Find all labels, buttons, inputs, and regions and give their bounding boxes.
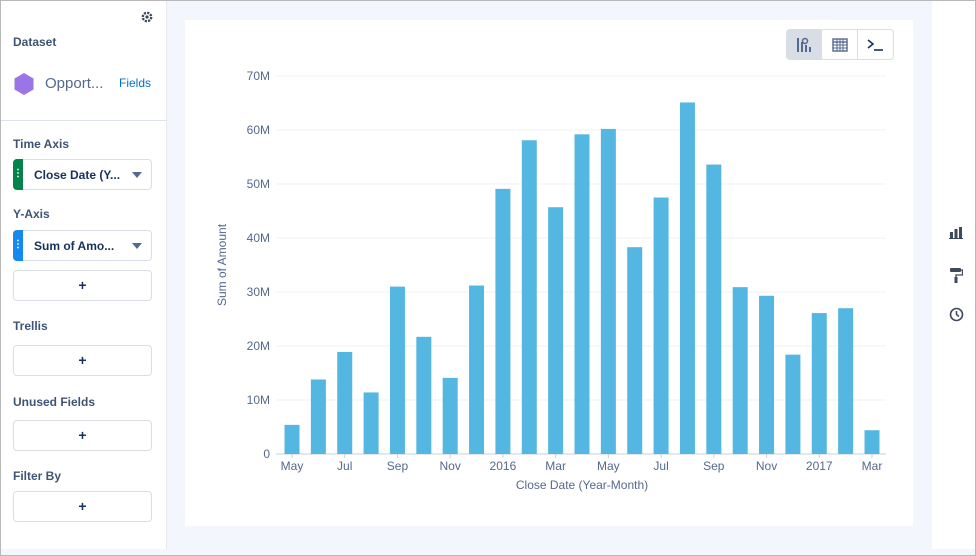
chevron-down-icon[interactable] xyxy=(132,172,142,178)
filter-by-label: Filter By xyxy=(13,469,62,483)
chart-view-button[interactable] xyxy=(787,30,823,59)
time-axis-field[interactable]: ⋮ Close Date (Y... xyxy=(13,159,152,190)
drag-handle-icon[interactable]: ⋮ xyxy=(13,159,23,190)
gear-icon[interactable] xyxy=(140,10,154,24)
add-filter-button[interactable]: + xyxy=(13,491,152,522)
right-rail xyxy=(932,1,975,549)
time-axis-label: Time Axis xyxy=(13,137,70,151)
fields-link[interactable]: Fields xyxy=(119,76,152,90)
bar-chart-icon[interactable] xyxy=(947,226,965,244)
chart-card xyxy=(185,20,913,526)
trellis-label: Trellis xyxy=(13,319,48,333)
unused-fields-label: Unused Fields xyxy=(13,395,96,409)
dataset-name[interactable]: Opport... xyxy=(45,75,104,92)
add-unused-field-button[interactable]: + xyxy=(13,420,152,451)
dataset-icon xyxy=(14,73,34,95)
drag-handle-icon[interactable]: ⋮ xyxy=(13,230,23,261)
table-view-icon xyxy=(831,37,848,52)
paint-roller-icon[interactable] xyxy=(947,267,965,285)
query-console-button[interactable] xyxy=(858,30,893,59)
section-divider xyxy=(1,120,167,121)
y-axis-field[interactable]: ⋮ Sum of Amo... xyxy=(13,230,152,261)
view-toggle-group xyxy=(786,29,894,60)
chevron-down-icon[interactable] xyxy=(132,243,142,249)
query-console-icon xyxy=(867,38,884,51)
add-trellis-button[interactable]: + xyxy=(13,345,152,376)
query-builder-panel: Dataset Opport... Fields Time Axis ⋮ Clo… xyxy=(1,1,167,549)
dataset-label: Dataset xyxy=(13,35,57,49)
table-view-button[interactable] xyxy=(822,30,858,59)
bottom-strip xyxy=(1,549,975,555)
time-axis-value: Close Date (Y... xyxy=(34,168,121,182)
add-measure-button[interactable]: + xyxy=(13,270,152,301)
dataset-row: Opport... Fields xyxy=(13,71,163,97)
chart-view-icon xyxy=(797,37,812,52)
y-axis-label: Y-Axis xyxy=(13,207,50,221)
clock-icon[interactable] xyxy=(947,307,965,325)
y-axis-value: Sum of Amo... xyxy=(34,239,115,253)
